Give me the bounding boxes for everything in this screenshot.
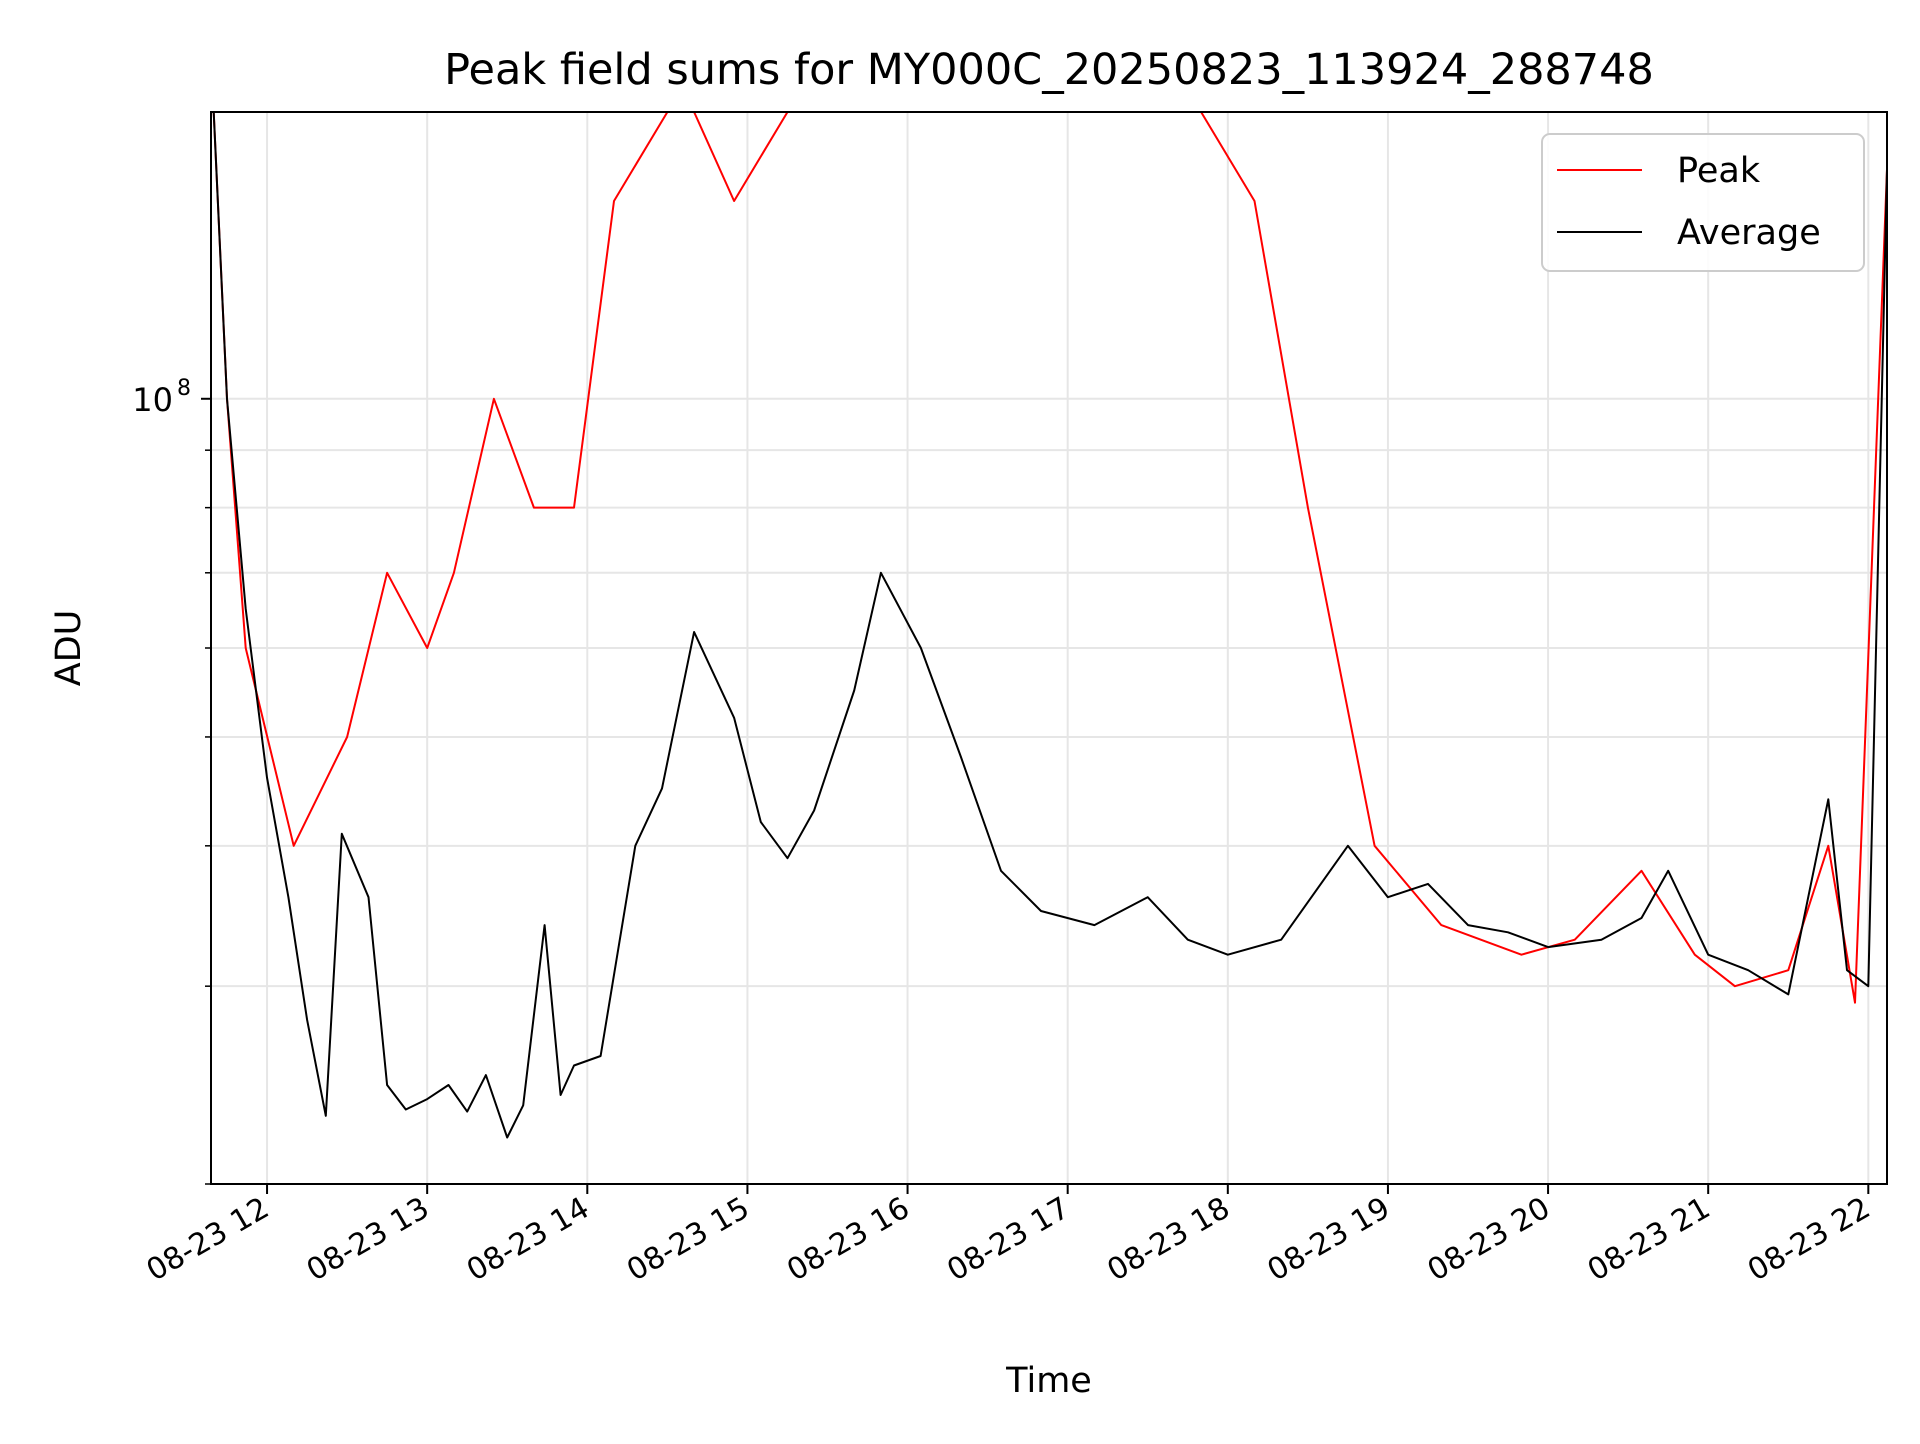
data-point-peak [573, 507, 575, 509]
legend-box [1541, 133, 1865, 272]
data-point-peak [1520, 954, 1522, 956]
data-point-peak [1827, 845, 1829, 847]
data-point-average [693, 631, 695, 633]
data-point-average [485, 1074, 487, 1076]
data-point-average [1600, 939, 1602, 941]
y-tick-label: 10 [132, 381, 173, 419]
data-point-average [506, 1136, 508, 1139]
data-point-peak [1440, 924, 1442, 926]
data-point-average [1147, 896, 1149, 898]
data-point-peak [1253, 200, 1256, 202]
data-point-average [544, 924, 546, 926]
data-point-average [325, 1115, 327, 1117]
chart-title: Peak field sums for MY000C_20250823_1139… [444, 45, 1654, 95]
data-point-peak [613, 200, 615, 202]
data-point-average [245, 608, 247, 610]
data-point-average [426, 1098, 428, 1100]
data-point-peak [1307, 507, 1309, 509]
data-point-average [760, 821, 762, 823]
data-point-average [1467, 924, 1469, 926]
data-point-average [386, 1084, 388, 1086]
data-point-average [1846, 969, 1848, 971]
data-point-peak [1694, 954, 1696, 956]
data-point-average [1187, 939, 1189, 941]
data-point-peak [453, 572, 455, 574]
data-point-average [1507, 931, 1509, 933]
data-point-average [813, 809, 815, 812]
data-point-average [1000, 870, 1002, 872]
data-point-peak [346, 736, 348, 738]
data-point-average [920, 647, 922, 649]
data-point-peak [1734, 985, 1736, 987]
y-tick-label-exponent: 8 [177, 376, 191, 401]
data-point-peak [1640, 870, 1643, 872]
data-point-average [466, 1111, 468, 1113]
data-point-average [1093, 924, 1095, 926]
data-point-average [405, 1108, 407, 1111]
data-point-average [786, 857, 789, 859]
data-point-peak [493, 398, 495, 400]
legend-label-peak: Peak [1677, 151, 1761, 191]
data-point-average [522, 1104, 524, 1106]
data-point-peak [245, 647, 247, 649]
data-point-average [306, 1019, 308, 1021]
data-point-peak [1787, 969, 1789, 971]
data-point-peak [1374, 845, 1376, 847]
data-point-average [1387, 896, 1389, 898]
data-point-average [733, 717, 735, 719]
data-point-peak [1854, 1002, 1856, 1004]
data-point-average [600, 1055, 602, 1057]
data-point-average [634, 845, 636, 847]
data-point-average [1867, 985, 1869, 987]
data-point-average [573, 1064, 575, 1067]
data-point-average [226, 398, 228, 400]
data-point-average [1747, 969, 1749, 971]
data-point-average [1547, 946, 1549, 948]
data-point-average [1787, 993, 1789, 996]
legend: Peak Average [1541, 133, 1865, 272]
data-point-average [1427, 883, 1429, 885]
data-point-average [1827, 798, 1829, 800]
data-point-average [1667, 870, 1669, 872]
data-point-average [447, 1084, 450, 1086]
data-point-average [367, 896, 370, 898]
data-point-average [1707, 954, 1709, 956]
data-point-average [341, 833, 343, 835]
data-point-peak [293, 845, 295, 847]
data-point-average [1040, 910, 1042, 912]
data-point-average [266, 777, 268, 779]
data-point-average [1280, 939, 1282, 941]
x-axis-label: Time [1005, 1361, 1092, 1401]
data-point-peak [733, 200, 735, 202]
data-point-peak [533, 507, 535, 509]
data-point-average [960, 756, 962, 758]
data-point-peak [386, 572, 388, 574]
data-point-average [661, 787, 663, 790]
data-point-peak [426, 647, 428, 649]
data-point-average [287, 896, 289, 898]
data-point-average [1640, 917, 1643, 919]
y-axis-label: ADU [49, 610, 89, 687]
data-point-average [560, 1094, 562, 1096]
legend-label-average: Average [1677, 213, 1821, 253]
data-point-average [880, 572, 882, 574]
data-point-peak [1574, 939, 1576, 941]
data-point-average [1227, 954, 1229, 956]
data-point-average [1347, 845, 1349, 847]
data-point-average [853, 689, 855, 692]
